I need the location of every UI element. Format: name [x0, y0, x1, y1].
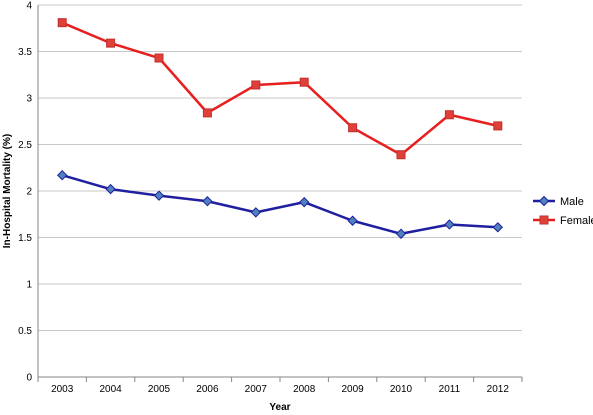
x-tick-label: 2006: [196, 384, 219, 395]
x-tick-label: 2011: [439, 384, 461, 395]
legend: Male Female: [533, 195, 593, 227]
x-tick-label: 2005: [148, 384, 171, 395]
legend-label: Female: [560, 215, 593, 227]
y-tick-label: 2.5: [18, 140, 32, 151]
x-tick-label: 2004: [99, 384, 122, 395]
legend-item-male: Male: [533, 195, 584, 208]
legend-item-female: Female: [533, 215, 593, 227]
axes: [37, 5, 523, 382]
x-tick-label: 2012: [487, 384, 510, 395]
x-tick-labels: 2003 2004 2005 2006 2007 2008 2009 2010 2011 2012: [51, 384, 509, 395]
legend-label: Male: [560, 196, 584, 208]
data-point: [106, 38, 116, 48]
data-point: [202, 196, 213, 207]
y-axis-title: In-Hospital Mortality (%): [2, 134, 13, 248]
y-tick-label: 3.5: [18, 47, 32, 58]
data-point: [493, 121, 503, 131]
data-point: [492, 222, 504, 233]
data-point: [444, 110, 454, 120]
y-tick-label: 3: [26, 94, 32, 105]
x-tick-label: 2010: [390, 384, 413, 395]
y-tick-label: 1: [26, 280, 32, 291]
data-point: [347, 215, 358, 226]
y-tick-label: 2: [26, 187, 32, 198]
x-tick-label: 2009: [341, 384, 364, 395]
data-point: [154, 53, 164, 63]
series-male: [56, 169, 504, 239]
series-line-female: [61, 21, 499, 156]
data-point: [396, 150, 406, 160]
data-point: [250, 207, 262, 218]
data-point: [348, 123, 358, 133]
gridlines: [38, 4, 522, 331]
y-tick-labels: 0 0.5 1 1.5 2 2.5 3 3.5 4: [18, 1, 32, 384]
data-point: [299, 77, 309, 87]
legend-marker: [538, 195, 550, 207]
data-point: [395, 228, 407, 239]
y-tick-label: 1.5: [18, 233, 32, 244]
series-line-male: [61, 173, 498, 236]
y-tick-label: 4: [26, 1, 32, 12]
data-point: [56, 169, 68, 181]
data-point: [153, 190, 165, 201]
data-point: [105, 183, 116, 195]
data-point: [251, 80, 261, 90]
x-axis-title: Year: [269, 402, 290, 413]
data-point: [298, 196, 310, 208]
series-layer: [56, 18, 504, 239]
x-tick-label: 2003: [51, 384, 74, 395]
y-tick-label: 0.5: [18, 326, 32, 337]
data-point: [444, 219, 455, 230]
x-tick-label: 2008: [293, 384, 316, 395]
y-tick-label: 0: [26, 373, 32, 384]
series-female: [57, 18, 503, 160]
data-point: [57, 18, 67, 28]
data-point: [202, 108, 212, 118]
x-tick-label: 2007: [245, 384, 268, 395]
legend-marker: [539, 215, 549, 225]
